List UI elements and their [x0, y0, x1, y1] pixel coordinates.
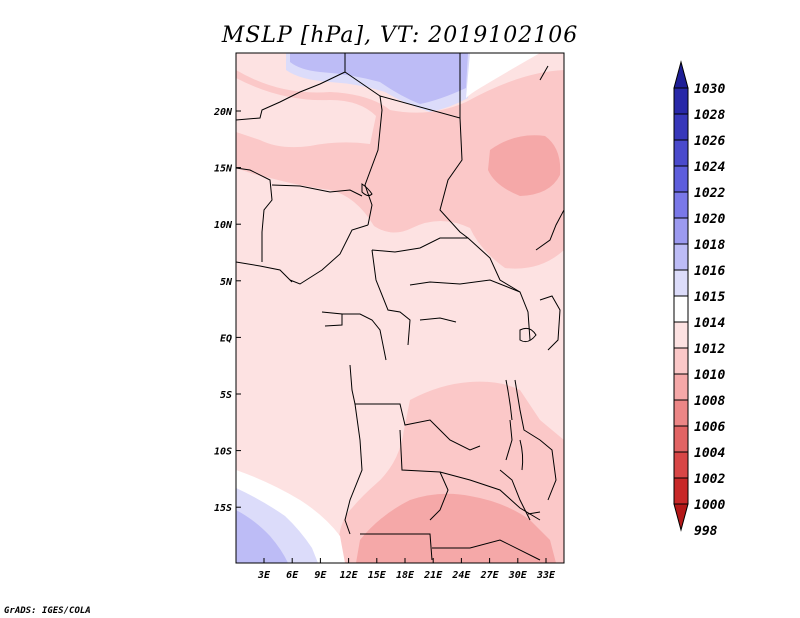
lon-tick-label: 27E	[480, 570, 500, 581]
colorbar-bottom-arrow	[673, 503, 689, 532]
lon-tick-label: 3E	[257, 570, 271, 581]
grads-credit: GrADS: IGES/COLA	[4, 606, 91, 616]
lat-tick-label: 20N	[213, 107, 233, 118]
lat-tick-label: 5S	[220, 390, 232, 401]
colorbar-segment	[673, 295, 689, 323]
north-high-inner	[290, 53, 468, 104]
lon-tick-label: 18E	[396, 570, 415, 581]
longitude-axis: 3E 6E 9E 12E 15E 18E 21E 24E 27E 30E 33E	[257, 558, 556, 581]
colorbar-label: 1015	[694, 290, 725, 305]
south-light-pocket	[300, 404, 405, 530]
colorbar: 1030 1028 1026 1024 1022 1020 1018 1016 1015 1014…	[673, 60, 725, 539]
colorbar-segment	[673, 373, 689, 401]
colorbar-label: 1030	[694, 82, 725, 97]
colorbar-segment	[673, 347, 689, 375]
colorbar-segment	[673, 477, 689, 505]
lon-tick-label: 12E	[340, 570, 359, 581]
lakes	[361, 183, 541, 515]
colorbar-label: 1004	[694, 446, 725, 461]
colorbar-label: 1000	[694, 498, 725, 513]
colorbar-segment	[673, 217, 689, 245]
colorbar-segment	[673, 191, 689, 219]
colorbar-label: 1024	[694, 160, 725, 175]
colorbar-segment	[673, 165, 689, 193]
country-borders	[236, 53, 564, 561]
map-panel: 3E 6E 9E 12E 15E 18E 21E 24E 27E 30E 33E 20N 15N 10N…	[213, 52, 565, 581]
colorbar-label: 1028	[694, 108, 725, 123]
colorbar-label: 1008	[694, 394, 725, 409]
lat-tick-label: 15S	[214, 503, 232, 514]
sw-high-inner	[236, 510, 288, 563]
colorbar-label: 1022	[694, 186, 725, 201]
lon-tick-label: 6E	[286, 570, 299, 581]
north-light-strip	[236, 78, 376, 148]
colorbar-segment	[673, 243, 689, 271]
colorbar-segment	[673, 399, 689, 427]
colorbar-label: 1006	[694, 420, 725, 435]
colorbar-label: 1014	[694, 316, 725, 331]
lon-tick-label: 15E	[368, 570, 387, 581]
lat-tick-label: 5N	[220, 277, 233, 288]
colorbar-label: 998	[694, 524, 718, 539]
lon-tick-label: 24E	[451, 570, 471, 581]
colorbar-label: 1002	[694, 472, 725, 487]
colorbar-segment	[673, 425, 689, 453]
colorbar-segment	[673, 87, 689, 115]
colorbar-label: 1012	[694, 342, 725, 357]
latitude-axis: 20N 15N 10N 5N EQ 5S 10S 15S	[213, 107, 241, 514]
colorbar-segment	[673, 451, 689, 479]
lon-tick-label: 21E	[423, 570, 443, 581]
lon-tick-label: 9E	[314, 570, 327, 581]
lon-tick-label: 30E	[508, 570, 528, 581]
lat-tick-label: 15N	[214, 164, 233, 175]
lat-tick-label: EQ	[220, 333, 232, 344]
map-frame	[235, 52, 565, 564]
map-title: MSLP [hPa], VT: 2019102106	[221, 23, 578, 48]
colorbar-segment	[673, 139, 689, 167]
colorbar-label: 1010	[694, 368, 725, 383]
lat-tick-label: 10N	[214, 220, 233, 231]
lon-tick-label: 33E	[536, 570, 556, 581]
north-white-band	[466, 53, 540, 98]
central-light	[236, 168, 564, 420]
colorbar-segment	[673, 321, 689, 349]
colorbar-top-arrow	[673, 60, 689, 89]
south-low	[356, 493, 556, 563]
colorbar-label: 1020	[694, 212, 725, 227]
lat-tick-label: 10S	[214, 447, 232, 458]
sudan-low	[488, 135, 561, 196]
colorbar-segment	[673, 269, 689, 297]
colorbar-label: 1026	[694, 134, 725, 149]
colorbar-label: 1018	[694, 238, 725, 253]
colorbar-segment	[673, 113, 689, 141]
colorbar-label: 1016	[694, 264, 725, 279]
pressure-field	[236, 53, 564, 563]
